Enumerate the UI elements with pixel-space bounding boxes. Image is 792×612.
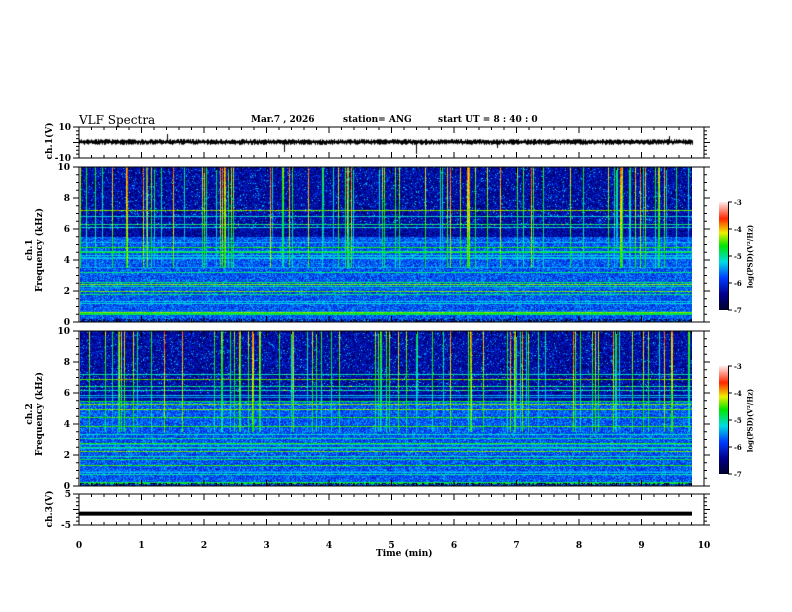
y-tick-label: 4	[64, 256, 70, 266]
y-tick-label: 10	[58, 123, 71, 133]
y-tick-label: 6	[64, 389, 70, 399]
ch2-spectrogram	[80, 331, 692, 486]
y-tick-label: 4	[64, 420, 70, 430]
y-tick-label: 5	[65, 490, 71, 500]
start-time-label: start UT = 8 : 40 : 0	[438, 115, 538, 125]
x-tick-label: 6	[451, 541, 457, 551]
figure-title: VLF Spectra	[79, 113, 156, 127]
x-tick-label: 2	[201, 541, 207, 551]
y-tick-label: -10	[55, 154, 71, 164]
x-axis-label: Time (min)	[376, 549, 433, 559]
colorbar-1	[719, 202, 728, 310]
y-tick-label: 6	[64, 225, 70, 235]
y-tick-label: 8	[64, 194, 70, 204]
panel-frame	[78, 330, 705, 487]
colorbar-tick-label: -3	[734, 362, 742, 371]
x-tick-label: 1	[138, 541, 144, 551]
x-tick-label: 4	[326, 541, 332, 551]
colorbar-tick-label: -6	[734, 443, 742, 452]
x-tick-label: 7	[513, 541, 519, 551]
y-tick-label: 2	[64, 451, 70, 461]
colorbar-tick-label: -5	[734, 416, 742, 425]
x-tick-label: 8	[576, 541, 582, 551]
y-tick-label: -5	[61, 521, 71, 531]
y-tick-label: 10	[57, 327, 70, 337]
y-tick-label: 2	[64, 287, 70, 297]
colorbar-2	[719, 366, 728, 474]
y-tick-label: 0	[64, 318, 70, 328]
x-tick-label: 0	[76, 541, 82, 551]
x-tick-label: 10	[698, 541, 711, 551]
panel-frame	[78, 166, 705, 323]
colorbar-tick-label: -4	[734, 225, 742, 234]
station-label: station= ANG	[343, 115, 412, 125]
colorbar-tick-label: -3	[734, 198, 742, 207]
colorbar-tick-label: -4	[734, 389, 742, 398]
y-tick-label: 8	[64, 358, 70, 368]
colorbar-tick-label: -6	[734, 279, 742, 288]
x-tick-label: 9	[638, 541, 644, 551]
y-tick-label: 10	[57, 163, 70, 173]
x-tick-label: 5	[388, 541, 394, 551]
ch1-spectrogram	[80, 167, 692, 322]
date-label: Mar.7 , 2026	[251, 115, 315, 125]
colorbar-tick-label: -7	[734, 470, 742, 479]
x-tick-label: 3	[263, 541, 269, 551]
y-tick-label: 0	[64, 482, 70, 492]
colorbar-tick-label: -5	[734, 252, 742, 261]
colorbar-tick-label: -7	[734, 306, 742, 315]
